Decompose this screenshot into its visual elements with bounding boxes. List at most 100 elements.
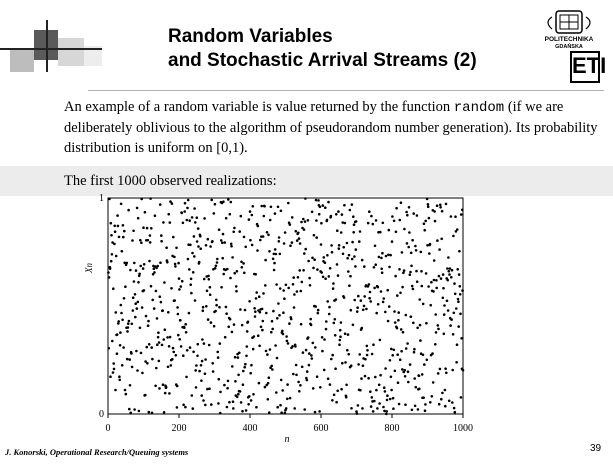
data-point: [335, 400, 338, 404]
data-point: [157, 359, 161, 363]
data-point: [381, 221, 385, 225]
data-point: [392, 219, 396, 223]
data-point: [175, 406, 179, 409]
data-point: [348, 284, 351, 288]
data-point: [453, 282, 456, 285]
data-point: [218, 305, 221, 309]
data-point: [458, 249, 461, 253]
data-point: [235, 270, 239, 273]
data-point: [272, 252, 276, 256]
data-point: [324, 327, 328, 331]
data-point: [310, 354, 313, 357]
data-point: [332, 393, 336, 397]
data-point: [133, 261, 136, 265]
data-point: [202, 342, 206, 345]
page-number: 39: [590, 443, 602, 454]
data-point: [406, 213, 409, 217]
data-point: [173, 262, 177, 266]
data-point: [332, 282, 335, 285]
slide-title: Random Variables and Stochastic Arrival …: [168, 25, 477, 73]
data-point: [315, 375, 319, 379]
data-point: [441, 296, 445, 300]
data-point: [368, 290, 372, 294]
data-point: [240, 266, 244, 269]
data-point: [231, 400, 235, 404]
data-point: [201, 338, 204, 341]
data-point: [383, 390, 387, 393]
data-point: [135, 349, 138, 353]
data-point: [315, 236, 319, 239]
data-point: [436, 239, 439, 242]
data-point: [403, 227, 406, 231]
data-point: [117, 322, 120, 325]
data-point: [392, 348, 396, 352]
data-point: [215, 298, 218, 302]
data-point: [248, 300, 251, 303]
data-point: [397, 318, 400, 322]
data-point: [384, 367, 387, 370]
data-point: [174, 354, 178, 357]
data-point: [212, 212, 216, 215]
data-point: [386, 319, 390, 323]
data-point: [175, 384, 179, 388]
data-point: [415, 280, 419, 284]
data-point: [277, 302, 280, 305]
data-point: [401, 330, 405, 334]
data-point: [126, 326, 130, 329]
data-point: [321, 204, 325, 207]
y-tick-label: 0: [99, 409, 104, 420]
data-point: [311, 256, 314, 260]
data-point: [308, 284, 312, 287]
data-point: [370, 396, 374, 399]
data-point: [150, 227, 153, 230]
data-point: [204, 244, 208, 247]
data-point: [283, 231, 287, 234]
data-point: [125, 261, 129, 265]
data-point: [232, 323, 236, 326]
data-point: [240, 260, 243, 264]
data-point: [430, 280, 433, 284]
data-point: [230, 244, 233, 248]
data-point: [442, 286, 445, 290]
data-point: [426, 205, 430, 208]
data-point: [158, 203, 162, 206]
data-point: [361, 407, 364, 410]
data-point: [365, 344, 369, 348]
data-point: [144, 393, 147, 397]
data-point: [108, 197, 111, 201]
data-point: [398, 358, 402, 362]
data-point: [208, 293, 212, 297]
data-point: [160, 343, 164, 347]
data-point: [183, 210, 186, 213]
data-point: [131, 309, 135, 312]
data-point: [166, 336, 169, 339]
caption-band: [0, 166, 613, 196]
data-point: [120, 364, 124, 367]
data-point: [420, 270, 423, 273]
data-point: [346, 348, 349, 352]
data-point: [141, 371, 144, 375]
data-point: [284, 283, 288, 287]
data-point: [108, 267, 112, 270]
data-point: [260, 307, 264, 311]
data-point: [265, 231, 269, 234]
data-point: [121, 318, 124, 322]
data-point: [146, 362, 149, 365]
data-point: [278, 287, 282, 290]
data-point: [431, 381, 435, 384]
data-point: [397, 311, 401, 314]
data-point: [227, 325, 230, 329]
data-point: [424, 219, 428, 223]
data-point: [428, 252, 431, 255]
data-point: [352, 231, 356, 234]
data-point: [275, 283, 278, 286]
data-point: [167, 212, 170, 216]
data-point: [111, 241, 114, 244]
data-point: [434, 313, 438, 316]
data-point: [413, 377, 417, 380]
data-point: [368, 210, 371, 213]
data-point: [371, 222, 375, 226]
data-point: [196, 227, 200, 230]
x-tick-label: 800: [385, 423, 400, 434]
data-point: [142, 263, 146, 266]
